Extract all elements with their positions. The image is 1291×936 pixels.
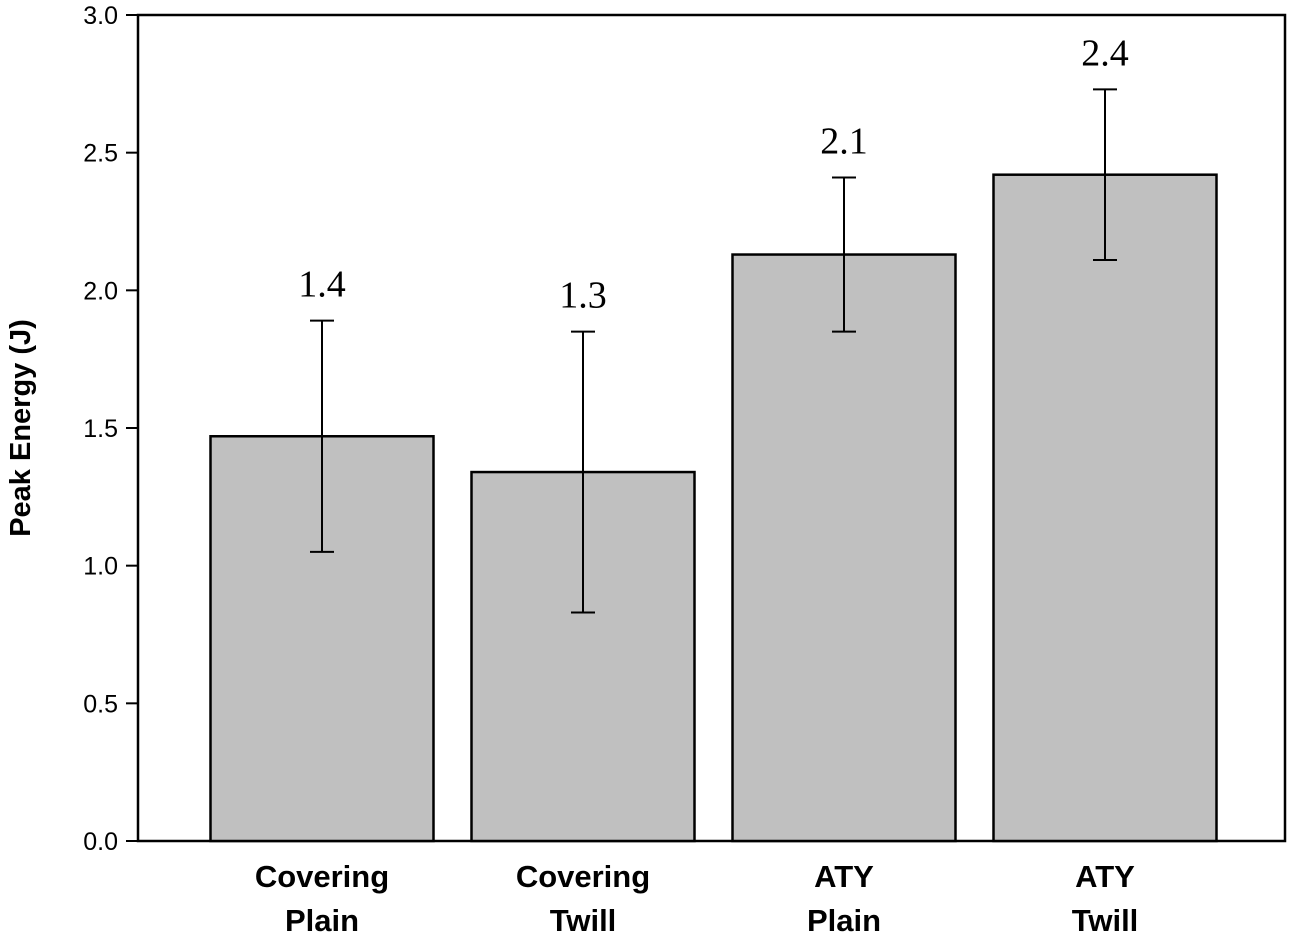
data-label: 1.3 bbox=[559, 275, 607, 317]
y-tick-label: 2.0 bbox=[83, 277, 118, 305]
x-category-label: Covering bbox=[516, 859, 650, 894]
x-category-label: Plain bbox=[285, 903, 359, 936]
y-tick-label: 3.0 bbox=[83, 2, 118, 30]
bar bbox=[731, 253, 957, 843]
x-category-label: ATY bbox=[814, 859, 874, 894]
y-tick-label: 1.0 bbox=[83, 553, 118, 581]
data-label: 2.1 bbox=[820, 120, 868, 162]
y-tick-label: 0.0 bbox=[83, 828, 118, 856]
bar bbox=[992, 173, 1218, 843]
x-category-label: Twill bbox=[550, 903, 617, 936]
x-category-label: Twill bbox=[1072, 903, 1139, 936]
x-category-label: Plain bbox=[807, 903, 881, 936]
y-axis-label: Peak Energy (J) bbox=[5, 319, 37, 537]
y-tick-label: 0.5 bbox=[83, 690, 118, 718]
data-label: 2.4 bbox=[1081, 32, 1129, 74]
y-tick-label: 1.5 bbox=[83, 415, 118, 443]
x-category-label: ATY bbox=[1075, 859, 1135, 894]
x-category-label: Covering bbox=[255, 859, 389, 894]
data-label: 1.4 bbox=[298, 264, 346, 306]
y-tick-label: 2.5 bbox=[83, 140, 118, 168]
